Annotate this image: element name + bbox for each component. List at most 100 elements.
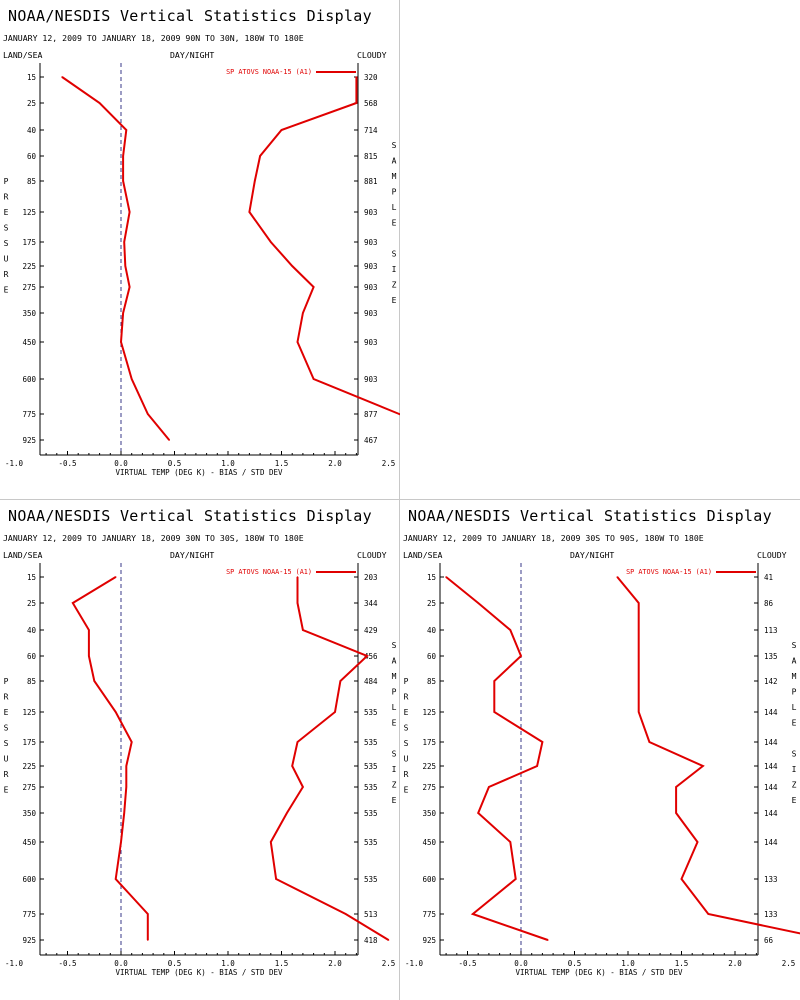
x-tick-label: 1.0 xyxy=(621,959,635,968)
data-point-bias xyxy=(125,786,128,788)
y-axis-title-letter: S xyxy=(404,724,409,733)
data-point-bias xyxy=(123,812,125,814)
pressure-level-label: 600 xyxy=(422,875,436,884)
sample-size-label: 568 xyxy=(364,99,378,108)
data-point-std-dev xyxy=(291,765,294,767)
data-point-bias xyxy=(72,602,74,604)
x-tick-label: 2.5 xyxy=(782,959,796,968)
y-axis-right-title-letter: Z xyxy=(392,781,397,790)
y-axis-right-title-letter: S xyxy=(792,750,797,759)
pressure-level-label: 600 xyxy=(22,375,36,384)
y-axis-right-title-letter: S xyxy=(392,141,397,150)
pressure-level-label: 775 xyxy=(422,910,436,919)
data-point-bias xyxy=(477,602,479,604)
series-line-std-dev xyxy=(616,576,800,935)
y-axis-title-letter: P xyxy=(4,677,9,686)
y-axis-right-title-letter: M xyxy=(392,172,397,181)
y-axis-title-letter: R xyxy=(404,693,409,702)
data-point-bias xyxy=(123,241,125,243)
data-point-std-dev xyxy=(334,711,336,713)
sample-size-label: 86 xyxy=(764,599,774,608)
x-tick-label: 2.0 xyxy=(328,459,342,468)
sample-size-label: 484 xyxy=(364,677,378,686)
sample-size-label: 535 xyxy=(364,809,378,818)
data-point-bias xyxy=(98,102,101,104)
data-point-bias xyxy=(120,841,122,843)
sample-size-label: 535 xyxy=(364,738,378,747)
sample-size-label: 903 xyxy=(364,283,378,292)
day-night-label: DAY/NIGHT xyxy=(570,550,614,560)
sample-size-label: 144 xyxy=(764,762,778,771)
sample-size-label: 41 xyxy=(764,573,773,582)
data-point-std-dev xyxy=(259,155,261,157)
sample-size-label: 135 xyxy=(764,652,778,661)
sample-size-label: 877 xyxy=(364,410,378,419)
sample-size-label: 144 xyxy=(764,838,778,847)
y-axis-right-title-letter: S xyxy=(792,641,797,650)
cloudy-label: CLOUDY xyxy=(357,550,387,560)
chart-panel-90n-30n: NOAA/NESDIS Vertical Statistics Display … xyxy=(0,0,400,500)
data-point-bias xyxy=(130,378,133,380)
data-point-std-dev xyxy=(296,576,299,578)
pressure-level-label: 125 xyxy=(22,708,36,717)
data-point-std-dev xyxy=(296,341,299,343)
series-line-std-dev xyxy=(248,77,400,416)
y-axis-title-letter: R xyxy=(4,270,9,279)
cloudy-label: CLOUDY xyxy=(357,50,387,60)
pressure-level-label: 275 xyxy=(422,783,436,792)
sample-size-label: 535 xyxy=(364,708,378,717)
y-axis-right-title-letter: P xyxy=(392,688,397,697)
panel-divider-horizontal xyxy=(0,499,800,500)
pressure-level-label: 125 xyxy=(22,208,36,217)
data-point-bias xyxy=(125,129,128,131)
data-point-bias xyxy=(130,741,133,743)
data-point-bias xyxy=(122,155,124,157)
data-point-bias xyxy=(477,812,479,814)
y-axis-right-title-letter: S xyxy=(392,641,397,650)
y-axis-right-title-letter: L xyxy=(792,703,797,712)
data-point-std-dev xyxy=(355,76,358,78)
series-line-bias xyxy=(71,576,149,940)
day-night-label: DAY/NIGHT xyxy=(170,50,214,60)
y-axis-right-title-letter: S xyxy=(392,250,397,259)
data-point-bias xyxy=(509,841,512,843)
data-point-bias xyxy=(547,939,549,941)
sample-size-label: 815 xyxy=(364,152,378,161)
sample-size-label: 467 xyxy=(364,436,378,445)
data-point-bias xyxy=(147,413,149,415)
pressure-level-label: 350 xyxy=(22,309,36,318)
pressure-level-label: 450 xyxy=(22,338,36,347)
y-axis-right-title-letter: E xyxy=(792,796,797,805)
data-point-std-dev xyxy=(637,629,640,631)
y-axis-title-letter: U xyxy=(4,255,9,264)
plot-area: -1.0-0.50.00.51.01.52.02.53.03.54.0VIRTU… xyxy=(4,63,400,477)
y-axis-title-letter: R xyxy=(4,770,9,779)
y-axis-title-letter: E xyxy=(4,208,9,217)
sample-size-label: 535 xyxy=(364,875,378,884)
x-tick-label: 0.5 xyxy=(168,459,182,468)
data-point-std-dev xyxy=(254,180,256,182)
y-axis-title-letter: R xyxy=(404,770,409,779)
y-axis-title-letter: S xyxy=(4,224,9,233)
data-point-bias xyxy=(120,341,122,343)
y-axis-title-letter: S xyxy=(4,724,9,733)
data-point-bias xyxy=(147,939,149,941)
data-point-std-dev xyxy=(637,602,640,604)
chart-svg: NOAA/NESDIS Vertical Statistics Display … xyxy=(403,507,800,977)
sample-size-label: 903 xyxy=(364,375,378,384)
x-tick-label: 0.0 xyxy=(514,959,528,968)
sample-size-label: 903 xyxy=(364,238,378,247)
x-tick-label: -0.5 xyxy=(58,459,76,468)
data-point-std-dev xyxy=(637,655,640,657)
y-axis-title-letter: S xyxy=(404,739,409,748)
x-tick-label: 2.0 xyxy=(728,959,742,968)
data-point-std-dev xyxy=(280,129,283,131)
data-point-bias xyxy=(125,765,128,767)
data-point-bias xyxy=(536,765,538,767)
chart-svg: NOAA/NESDIS Vertical Statistics Display … xyxy=(3,507,397,977)
series-line-bias xyxy=(445,576,549,941)
data-point-bias xyxy=(128,286,131,288)
data-point-std-dev xyxy=(648,741,651,743)
pressure-level-label: 40 xyxy=(27,626,37,635)
y-axis-title-letter: P xyxy=(4,177,9,186)
